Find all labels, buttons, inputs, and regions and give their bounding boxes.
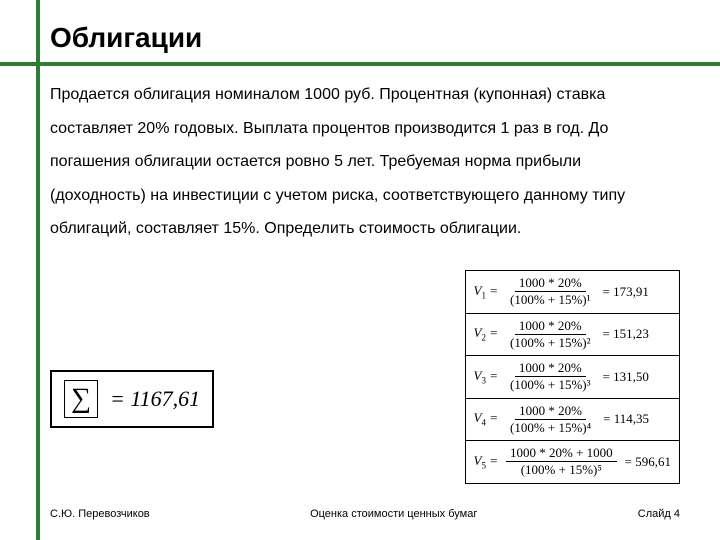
formula-numerator: 1000 * 20% <box>515 275 586 292</box>
formula-result: = 114,35 <box>603 411 649 427</box>
formula-result: = 596,61 <box>625 454 671 470</box>
slide-title: Облигации <box>50 22 202 54</box>
formula-numerator: 1000 * 20% <box>515 360 586 377</box>
formula-table: V1 =1000 * 20%(100% + 15%)¹= 173,91V2 =1… <box>465 270 681 484</box>
problem-text: Продается облигация номиналом 1000 руб. … <box>50 78 680 246</box>
formula-row: V1 = 1000 * 20%(100% + 15%)¹ = 173,91 <box>466 271 680 314</box>
formula-numerator: 1000 * 20% + 1000 <box>506 445 617 462</box>
formula-denominator: (100% + 15%)⁴ <box>506 420 595 436</box>
formula-row: V4 = 1000 * 20%(100% + 15%)⁴ = 114,35 <box>466 399 680 442</box>
footer-author: С.Ю. Перевозчиков <box>50 508 150 520</box>
formula-fraction: 1000 * 20%(100% + 15%)² <box>506 318 595 352</box>
slide: Облигации Продается облигация номиналом … <box>0 0 720 540</box>
formula-lhs: V1 = <box>474 283 498 301</box>
formula-result: = 131,50 <box>603 369 649 385</box>
formula-fraction: 1000 * 20%(100% + 15%)³ <box>506 360 595 394</box>
formula-row: V5 = 1000 * 20% + 1000(100% + 15%)⁵ = 596,… <box>466 441 680 483</box>
sigma-icon: ∑ <box>64 380 98 418</box>
formula-lhs: V2 = <box>474 325 498 343</box>
formula-fraction: 1000 * 20%(100% + 15%)⁴ <box>506 403 595 437</box>
formula-result: = 151,23 <box>603 326 649 342</box>
formula-row: V3 = 1000 * 20%(100% + 15%)³ = 131,50 <box>466 356 680 399</box>
footer-page: Слайд 4 <box>638 508 680 520</box>
formula-lhs: V3 = <box>474 368 498 386</box>
footer-title: Оценка стоимости ценных бумаг <box>310 508 477 520</box>
formula-denominator: (100% + 15%)³ <box>506 377 595 393</box>
sum-result-box: ∑ = 1167,61 <box>50 370 214 428</box>
formula-row: V2 = 1000 * 20%(100% + 15%)² = 151,23 <box>466 314 680 357</box>
formula-fraction: 1000 * 20%(100% + 15%)¹ <box>506 275 595 309</box>
formula-denominator: (100% + 15%)⁵ <box>517 462 606 478</box>
formula-lhs: V5 = <box>474 453 498 471</box>
formula-denominator: (100% + 15%)² <box>506 335 595 351</box>
formula-lhs: V4 = <box>474 410 498 428</box>
formula-numerator: 1000 * 20% <box>515 318 586 335</box>
sum-value: = 1167,61 <box>110 386 200 412</box>
formula-fraction: 1000 * 20% + 1000(100% + 15%)⁵ <box>506 445 617 479</box>
formula-result: = 173,91 <box>603 284 649 300</box>
horizontal-rule <box>0 62 720 66</box>
slide-footer: С.Ю. Перевозчиков Оценка стоимости ценны… <box>50 508 680 520</box>
vertical-rule <box>36 0 40 540</box>
formula-denominator: (100% + 15%)¹ <box>506 292 595 308</box>
formula-numerator: 1000 * 20% <box>515 403 586 420</box>
